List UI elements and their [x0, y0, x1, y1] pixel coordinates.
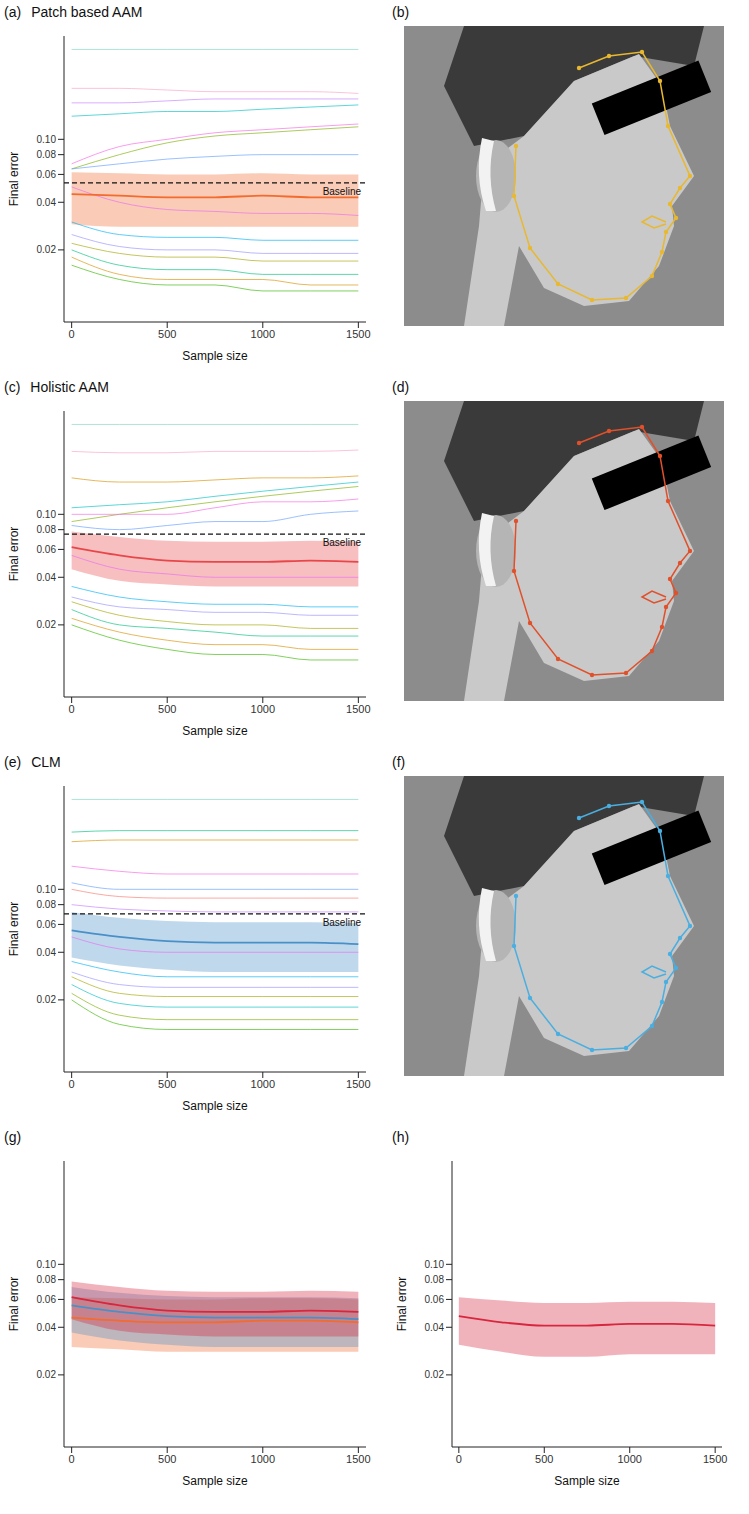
html-text:CLM: CLM — [31, 754, 61, 770]
svg-text:Baseline: Baseline — [323, 537, 362, 548]
svg-text:500: 500 — [158, 1078, 176, 1090]
svg-text:Final error: Final error — [7, 152, 21, 207]
svg-text:Baseline: Baseline — [323, 186, 362, 197]
svg-text:1000: 1000 — [617, 1453, 641, 1465]
svg-text:0.06: 0.06 — [37, 544, 57, 555]
svg-text:Sample size: Sample size — [554, 1474, 620, 1488]
html-text:Holistic AAM: Holistic AAM — [30, 379, 109, 395]
svg-text:Final error: Final error — [7, 902, 21, 957]
svg-text:1000: 1000 — [251, 1453, 275, 1465]
svg-text:0: 0 — [69, 328, 75, 340]
svg-text:0: 0 — [69, 703, 75, 715]
svg-text:0.02: 0.02 — [37, 619, 57, 630]
svg-text:0.06: 0.06 — [37, 169, 57, 180]
svg-text:0.08: 0.08 — [37, 899, 57, 910]
html-text:(b): (b) — [392, 4, 410, 20]
svg-text:0.06: 0.06 — [37, 1294, 57, 1305]
svg-text:0: 0 — [69, 1078, 75, 1090]
svg-text:Sample size: Sample size — [182, 349, 248, 363]
svg-text:0.10: 0.10 — [37, 1259, 57, 1270]
svg-text:0.08: 0.08 — [37, 149, 57, 160]
html-text:(c): (c) — [4, 379, 21, 395]
html-text:(e): (e) — [4, 754, 22, 770]
svg-text:0.04: 0.04 — [37, 197, 57, 208]
html-text:(g): (g) — [4, 1129, 22, 1145]
svg-text:0.04: 0.04 — [37, 1322, 57, 1333]
svg-text:0.02: 0.02 — [37, 1369, 57, 1380]
svg-text:0.08: 0.08 — [425, 1274, 445, 1285]
html-text:(d): (d) — [392, 379, 410, 395]
svg-text:0.10: 0.10 — [37, 134, 57, 145]
svg-text:1500: 1500 — [346, 1078, 370, 1090]
svg-text:500: 500 — [158, 328, 176, 340]
svg-text:0.04: 0.04 — [37, 572, 57, 583]
svg-text:0.04: 0.04 — [37, 947, 57, 958]
svg-text:Sample size: Sample size — [182, 1099, 248, 1113]
svg-text:0.04: 0.04 — [425, 1322, 445, 1333]
svg-text:Final error: Final error — [395, 1277, 409, 1332]
svg-text:1000: 1000 — [251, 328, 275, 340]
svg-text:0.02: 0.02 — [37, 994, 57, 1005]
svg-text:Sample size: Sample size — [182, 1474, 248, 1488]
svg-text:Final error: Final error — [7, 1277, 21, 1332]
svg-text:0.06: 0.06 — [425, 1294, 445, 1305]
svg-text:500: 500 — [158, 703, 176, 715]
svg-text:1000: 1000 — [251, 703, 275, 715]
html-text:(h): (h) — [392, 1129, 410, 1145]
svg-text:1500: 1500 — [703, 1453, 727, 1465]
html-text:Patch based AAM: Patch based AAM — [31, 4, 143, 20]
svg-text:0.10: 0.10 — [425, 1259, 445, 1270]
svg-text:1000: 1000 — [251, 1078, 275, 1090]
svg-text:0.06: 0.06 — [37, 919, 57, 930]
svg-text:0.08: 0.08 — [37, 524, 57, 535]
svg-text:0.08: 0.08 — [37, 1274, 57, 1285]
svg-text:0: 0 — [69, 1453, 75, 1465]
svg-text:1500: 1500 — [346, 328, 370, 340]
svg-text:1500: 1500 — [346, 703, 370, 715]
svg-text:Baseline: Baseline — [323, 917, 362, 928]
svg-text:0.10: 0.10 — [37, 509, 57, 520]
svg-text:0.10: 0.10 — [37, 884, 57, 895]
svg-text:Sample size: Sample size — [182, 724, 248, 738]
svg-text:0: 0 — [456, 1453, 462, 1465]
svg-text:0.02: 0.02 — [425, 1369, 445, 1380]
svg-text:Final error: Final error — [7, 527, 21, 582]
html-text:(f): (f) — [392, 754, 406, 770]
svg-text:500: 500 — [535, 1453, 553, 1465]
svg-text:500: 500 — [158, 1453, 176, 1465]
svg-text:1500: 1500 — [346, 1453, 370, 1465]
svg-text:0.02: 0.02 — [37, 244, 57, 255]
html-text:(a): (a) — [4, 4, 22, 20]
